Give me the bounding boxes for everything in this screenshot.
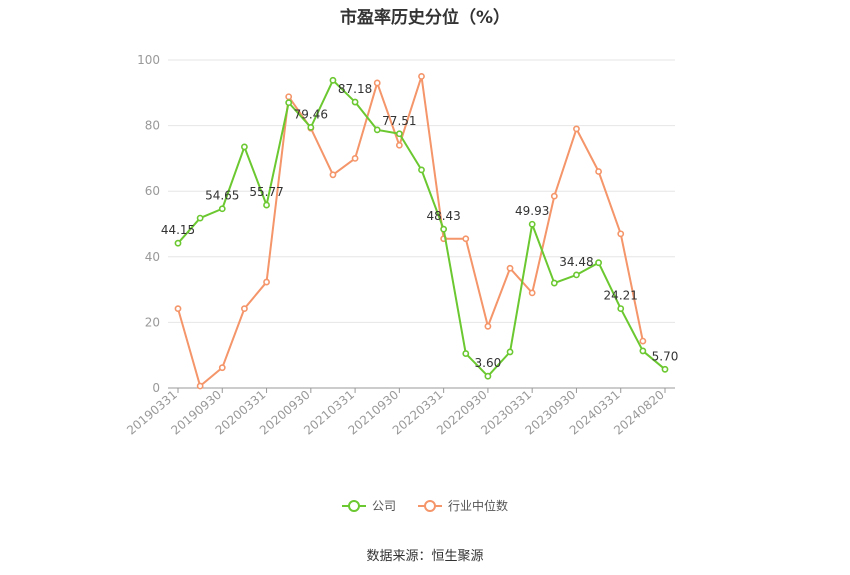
legend-label-industry-median: 行业中位数 bbox=[448, 499, 509, 513]
y-tick-label: 80 bbox=[145, 119, 160, 133]
company-point bbox=[661, 365, 669, 373]
y-tick-label: 20 bbox=[145, 315, 160, 329]
industry-median-point bbox=[462, 235, 470, 243]
industry-median-point bbox=[550, 192, 558, 200]
industry-median-point bbox=[196, 382, 204, 390]
company-point bbox=[528, 220, 536, 228]
company-point bbox=[639, 347, 647, 355]
legend-item-industry-median[interactable]: 行业中位数 bbox=[418, 497, 508, 514]
industry-median-point bbox=[285, 93, 293, 101]
company-point bbox=[285, 99, 293, 107]
company-point bbox=[329, 76, 337, 84]
company-point bbox=[617, 305, 625, 312]
company-point bbox=[440, 225, 448, 233]
data-label: 79.46 bbox=[294, 107, 328, 121]
y-tick-label: 60 bbox=[145, 184, 160, 198]
company-point bbox=[395, 130, 403, 138]
company-point bbox=[418, 166, 425, 174]
industry-median-point bbox=[263, 278, 270, 286]
industry-median-point bbox=[528, 289, 536, 297]
data-label: 44.15 bbox=[161, 223, 195, 237]
data-label: 49.93 bbox=[515, 204, 549, 218]
company-point bbox=[196, 214, 204, 222]
company-point bbox=[550, 279, 558, 287]
industry-median-point bbox=[373, 79, 381, 87]
data-label: 55.77 bbox=[249, 185, 283, 199]
legend-item-company[interactable]: 公司 bbox=[341, 497, 396, 514]
company-point bbox=[506, 348, 514, 356]
source-note: 数据来源：恒生聚源 bbox=[366, 549, 484, 564]
legend: 公司 行业中位数 bbox=[0, 497, 850, 514]
data-label: 24.21 bbox=[604, 289, 638, 303]
industry-median-point bbox=[617, 230, 625, 238]
company-point bbox=[174, 239, 182, 247]
legend-swatch-company bbox=[341, 499, 366, 513]
industry-median-point bbox=[418, 73, 425, 80]
legend-label-company: 公司 bbox=[371, 499, 396, 513]
company-point bbox=[462, 350, 470, 357]
legend-swatch-industry-median bbox=[418, 499, 442, 513]
industry-median-point bbox=[218, 364, 226, 372]
data-label: 48.43 bbox=[426, 209, 460, 223]
industry-median-point bbox=[351, 154, 359, 162]
y-tick-label: 100 bbox=[137, 53, 160, 67]
y-axis-labels: 0 20 40 60 80 100 bbox=[137, 53, 160, 395]
x-axis: 2019033120190930202003312020093020210331… bbox=[124, 387, 675, 438]
data-label: 3.60 bbox=[475, 356, 502, 370]
industry-median-line bbox=[177, 75, 644, 388]
y-tick-label: 40 bbox=[145, 250, 160, 264]
data-label: 5.70 bbox=[652, 349, 679, 363]
industry-median-point bbox=[595, 168, 602, 175]
company-point bbox=[373, 126, 381, 134]
industry-median-point bbox=[484, 322, 492, 330]
company-point bbox=[307, 123, 315, 131]
data-label: 54.65 bbox=[205, 189, 239, 203]
company-point bbox=[351, 98, 359, 106]
company-point bbox=[241, 143, 248, 151]
company-point bbox=[263, 201, 270, 209]
y-tick-label: 0 bbox=[152, 381, 160, 395]
data-labels-layer: 44.15 54.65 55.77 79.46 87.18 77.51 48.43 3.60 4… bbox=[161, 82, 679, 370]
industry-median-point bbox=[573, 125, 580, 133]
industry-median-point bbox=[506, 264, 514, 272]
data-label: 77.51 bbox=[382, 114, 416, 128]
series-layer bbox=[174, 73, 669, 390]
chart-title: 市盈率历史分位（%） bbox=[339, 8, 511, 28]
data-label: 87.18 bbox=[338, 82, 372, 96]
company-point bbox=[218, 205, 226, 213]
industry-median-point bbox=[241, 305, 248, 313]
industry-median-point bbox=[395, 141, 403, 149]
industry-median-point bbox=[329, 171, 337, 179]
data-label: 34.48 bbox=[559, 255, 593, 269]
industry-median-point bbox=[174, 305, 182, 313]
company-point bbox=[595, 259, 602, 267]
grid-lines bbox=[168, 59, 675, 323]
company-point bbox=[484, 372, 492, 380]
company-point bbox=[573, 271, 580, 279]
company-line bbox=[177, 79, 666, 378]
industry-median-point bbox=[639, 337, 647, 345]
